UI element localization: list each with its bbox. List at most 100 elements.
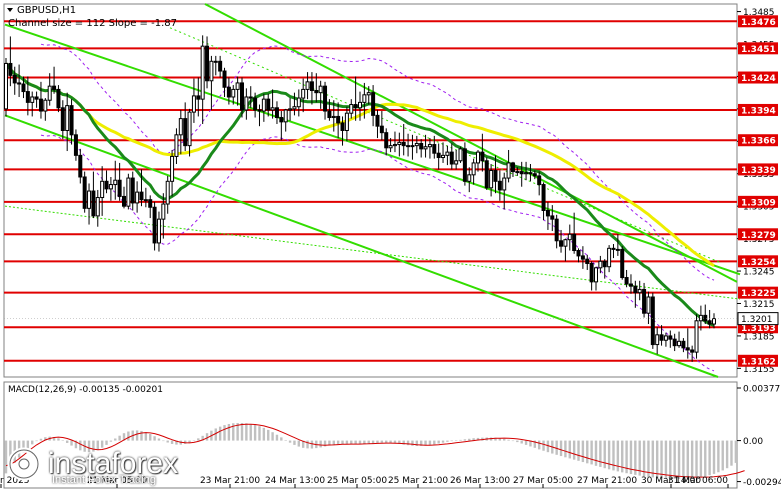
macd-bar [511,440,515,442]
macd-bar [419,440,423,446]
candle [642,282,647,318]
candle-body-bear [130,177,135,204]
candle [589,261,594,291]
price-tick-label: 1.3185 [743,332,775,342]
macd-bar [664,440,668,479]
candle [524,161,529,181]
candle-body-bear [152,206,157,244]
macd-bar [240,423,244,441]
candle-body-bull [113,179,118,186]
candle [139,169,144,207]
candle-body-bull [4,62,8,110]
candle-body-bear [183,118,188,147]
macd-bar [293,440,296,445]
macd-bar [555,440,558,455]
candle [336,102,341,139]
candle [235,76,240,106]
candle-body-bull [231,88,236,98]
candle [30,91,35,117]
candle [305,72,310,100]
candle [270,89,275,119]
candle [476,149,480,172]
time-tick-label: 23 Mar 21:00 [200,476,260,486]
candle [672,333,677,352]
candle [471,158,476,185]
candle [47,73,52,106]
candle-body-bear [314,89,319,94]
candle [493,155,498,194]
candle-body-bear [493,169,498,182]
candle-body-bull [410,145,415,148]
macd-bar [708,440,711,476]
candle-body-bear [309,81,314,91]
candle [135,181,140,213]
candle [34,91,39,108]
candle-body-bear [12,74,17,84]
time-tick-label: 26 Mar 13:00 [450,476,510,486]
watermark: instaforex Instant Forex Trading [4,446,178,486]
triangle-down-icon[interactable] [7,8,13,12]
candle-body-bull [209,60,214,82]
candle-body-bull [244,96,249,111]
candle-body-bear [379,125,384,134]
macd-bar [520,440,523,444]
channel-middle-line [4,205,741,300]
macd-bar [258,426,261,441]
candle-body-bull [598,260,603,269]
macd-bar [218,426,222,441]
macd-bar [406,440,410,446]
macd-bar [393,440,397,444]
channel-info-label: Channel size = 112 Slope = -1.87 [8,18,177,29]
candle-body-bull [87,190,92,209]
candle [318,80,323,109]
candle [170,149,175,197]
macd-bar [332,440,335,445]
macd-signal-line [5,423,745,478]
candle-body-bull [427,144,432,148]
candle [550,205,555,232]
candle-body-bear [589,262,594,283]
candle [183,102,188,152]
macd-bar [223,425,226,441]
candle-body-bear [25,91,30,103]
price-tick-label: 1.3485 [743,8,775,18]
level-label-box [738,354,778,367]
candle-body-bull [712,318,716,325]
macd-bar [437,440,440,444]
candle-body-bear [222,70,227,88]
macd-bar [157,438,161,441]
candle-body-bull [178,118,183,136]
macd-bar [586,440,589,464]
candle-body-bull [301,88,306,99]
candle-body-bear [218,60,223,72]
candle [598,255,603,274]
level-label-box [738,15,778,28]
candle [69,99,74,145]
candle [427,138,432,159]
candle [406,133,411,157]
candle-body-bull [663,335,668,341]
level-label: 1.3309 [741,198,776,208]
price-tick-label: 1.3215 [743,300,775,310]
candle [572,212,577,254]
macd-bar [61,440,65,441]
candle-body-bear [672,338,677,347]
candle-body-bull [292,106,297,110]
candle [52,66,57,94]
candle [690,345,695,362]
macd-bar [232,423,235,441]
level-label: 1.3451 [741,45,776,55]
candle-body-bear [419,142,424,150]
macd-bar [476,437,480,441]
candle [104,170,109,194]
candle-body-bear [91,190,96,217]
candle [620,246,625,280]
macd-bar [44,437,47,441]
macd-bar [621,440,624,473]
macd-bar [616,440,620,472]
macd-bar [236,423,239,441]
macd-bar [686,440,689,479]
macd-bar [559,440,563,457]
candle-body-bear [624,277,629,285]
